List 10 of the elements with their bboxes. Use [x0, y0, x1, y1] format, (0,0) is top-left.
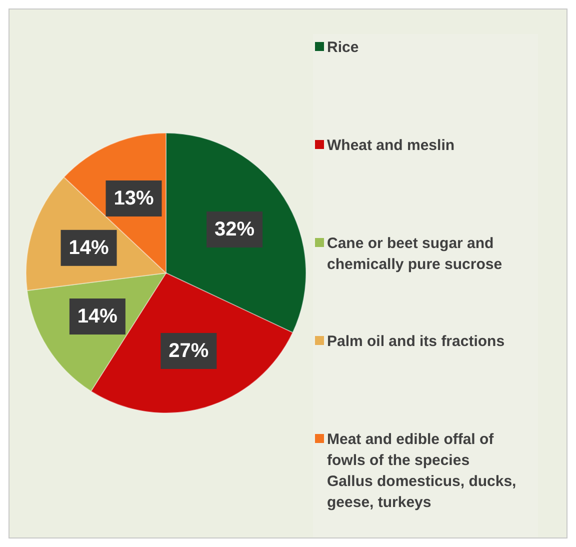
data-label: 14%	[77, 306, 118, 328]
data-label: 32%	[214, 218, 255, 240]
legend-label: Palm oil and its fractions	[327, 332, 505, 350]
data-label: 14%	[68, 236, 110, 259]
legend-label: Cane or beet sugar and chemically pure sucrose	[327, 234, 502, 273]
legend-label: Rice	[327, 38, 359, 56]
data-label: 27%	[168, 340, 209, 362]
legend-label: Meat and edible offal of fowls of the species Gallus domesticus, ducks, geese, turkeys	[327, 430, 516, 511]
legend-label: Wheat and meslin	[327, 136, 455, 154]
data-label: 13%	[114, 187, 154, 210]
